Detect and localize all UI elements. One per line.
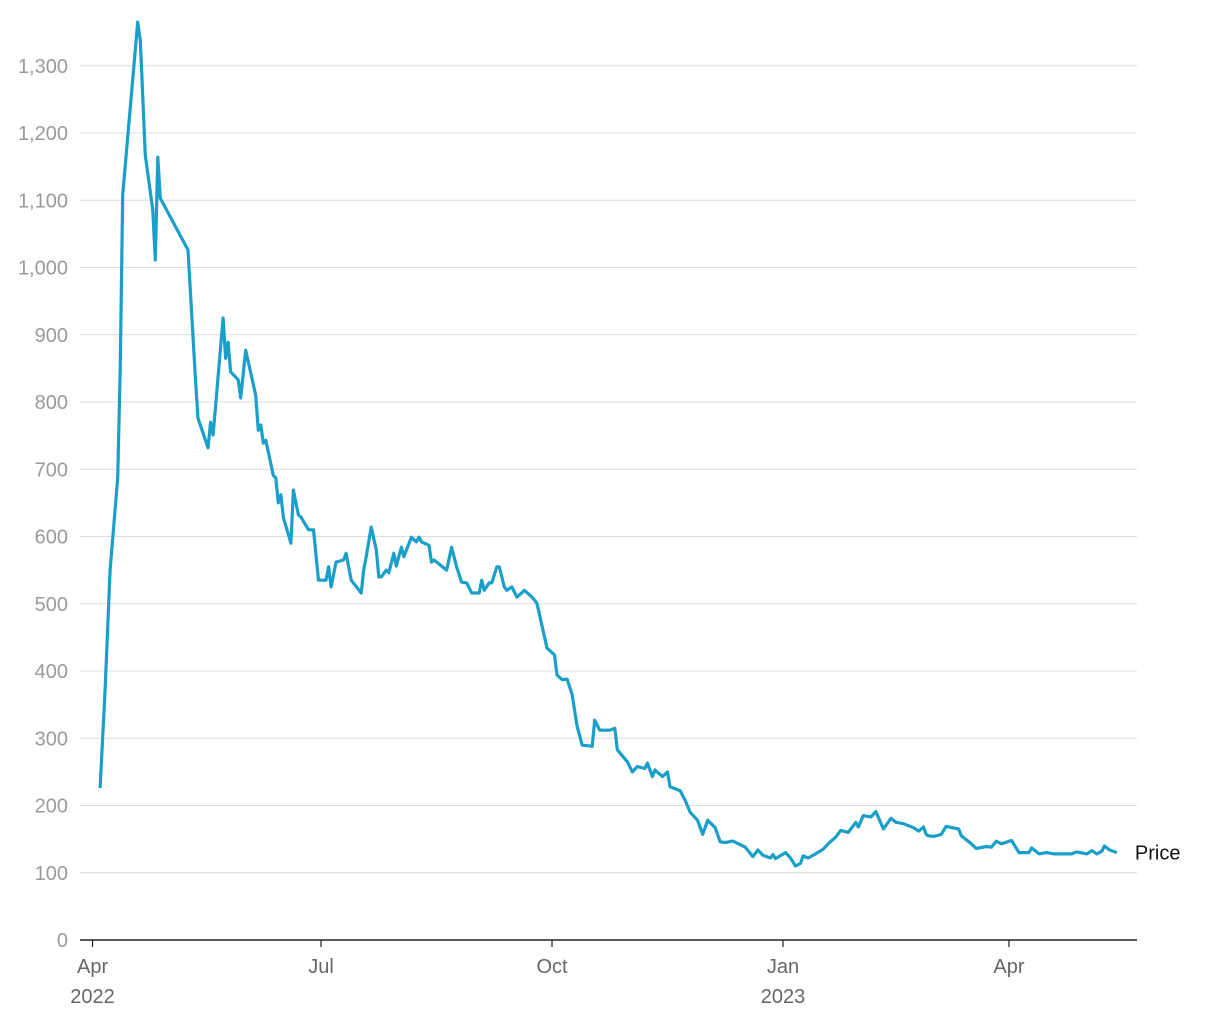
y-tick-label: 800 (35, 392, 68, 414)
y-tick-label: 900 (35, 325, 68, 347)
y-tick-label: 700 (35, 459, 68, 481)
y-tick-label: 500 (35, 594, 68, 616)
y-tick-label: 1,200 (18, 123, 68, 145)
x-tick-label: Oct (536, 956, 568, 978)
x-tick-label: Apr 2022 (70, 956, 115, 1008)
y-tick-label: 0 (57, 930, 68, 952)
y-tick-label: 1,000 (18, 258, 68, 280)
y-tick-label: 200 (35, 796, 68, 818)
y-tick-label: 1,100 (18, 190, 68, 212)
price-line (98, 20, 1118, 868)
y-tick-label: 600 (35, 527, 68, 549)
x-tick-label: Jul (308, 956, 334, 978)
y-tick-label: 400 (35, 661, 68, 683)
x-tick-label: Jan 2023 (761, 956, 806, 1008)
y-tick-label: 1,300 (18, 56, 68, 78)
x-tick-label: Apr (993, 956, 1024, 978)
y-tick-label: 300 (35, 728, 68, 750)
y-tick-label: 100 (35, 863, 68, 885)
series-label: Price (1135, 843, 1181, 865)
